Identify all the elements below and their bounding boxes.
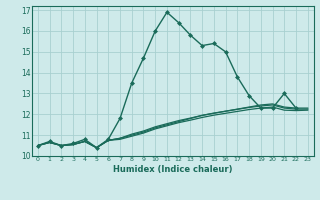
X-axis label: Humidex (Indice chaleur): Humidex (Indice chaleur)	[113, 165, 233, 174]
